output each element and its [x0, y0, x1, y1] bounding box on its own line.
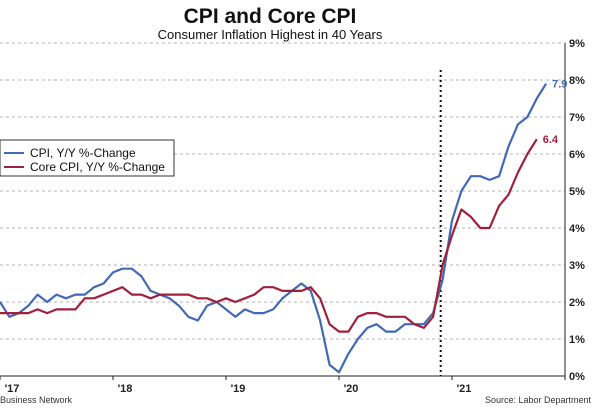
- y-tick-label: 0%: [569, 371, 585, 383]
- gridlines: [0, 42, 565, 340]
- y-tick-label: 9%: [569, 38, 585, 50]
- x-tick-label: '21: [457, 383, 472, 395]
- x-tick-label: '18: [118, 383, 133, 395]
- y-tick-label: 6%: [569, 149, 585, 161]
- axes: 0% 1% 2% 3% 4% 5% 6% 7% 8% 9% '17 '18 '19 '20 '21: [0, 38, 585, 395]
- chart-subtitle: Consumer Inflation Highest in 40 Years: [158, 27, 383, 42]
- series-line-cpi: [0, 83, 548, 374]
- series-lines: [0, 83, 548, 374]
- y-tick-label: 1%: [569, 334, 585, 346]
- y-tick-label: 4%: [569, 223, 585, 235]
- legend-box: [0, 139, 175, 177]
- x-tick-label: '19: [231, 383, 246, 395]
- legend: CPI, Y/Y %-Change Core CPI, Y/Y %-Change: [0, 139, 175, 177]
- y-tick-label: 8%: [569, 75, 585, 87]
- legend-label-core-cpi: Core CPI, Y/Y %-Change: [30, 160, 165, 174]
- y-tick-label: 7%: [569, 112, 585, 124]
- end-label-cpi: 7.9: [552, 79, 567, 91]
- x-tick-label: '17: [5, 383, 20, 395]
- y-tick-label: 2%: [569, 297, 585, 309]
- x-tick-label: '20: [344, 383, 359, 395]
- y-tick-label: 5%: [569, 186, 585, 198]
- footer-source-left: Business Network: [0, 395, 73, 405]
- y-tick-label: 3%: [569, 260, 585, 272]
- end-labels: 7.9 6.4: [543, 79, 568, 147]
- chart-title: CPI and Core CPI: [184, 5, 357, 28]
- legend-label-cpi: CPI, Y/Y %-Change: [30, 146, 136, 160]
- series-line-core-cpi: [0, 138, 538, 333]
- footer-source-right: Source: Labor Department: [485, 395, 592, 405]
- end-label-core-cpi: 6.4: [543, 134, 559, 146]
